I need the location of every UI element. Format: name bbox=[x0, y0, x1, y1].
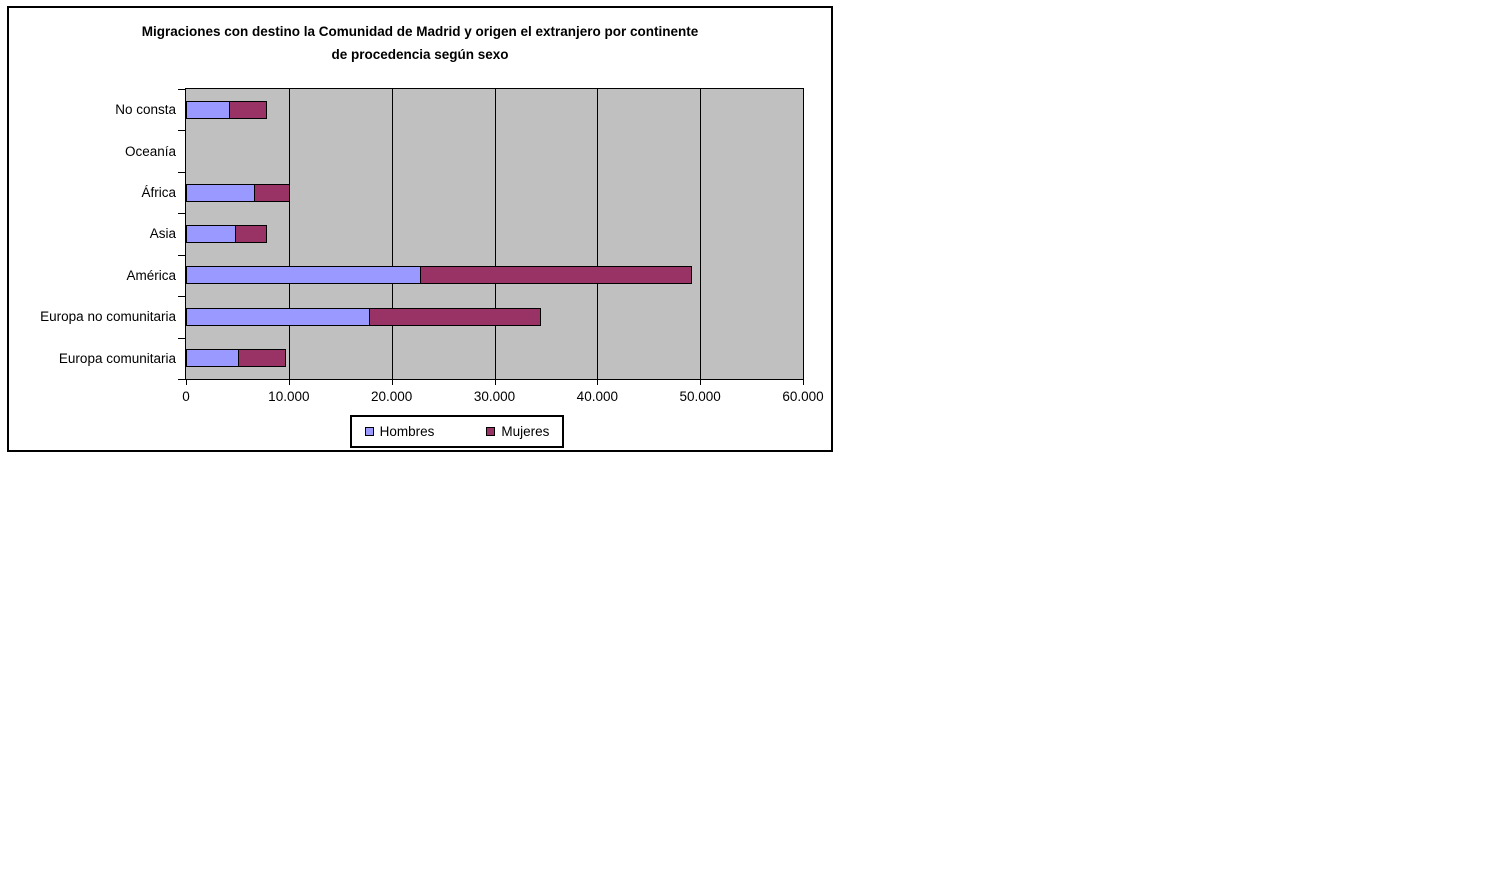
bar-segment-mujeres bbox=[238, 349, 286, 368]
plot-area bbox=[185, 88, 804, 380]
category-label: Asia bbox=[149, 226, 176, 242]
bar-segment-mujeres bbox=[229, 100, 268, 119]
x-axis-tick bbox=[700, 380, 702, 385]
bar-segment-hombres bbox=[186, 183, 255, 202]
gridline bbox=[391, 89, 393, 379]
category-labels: No consta Oceanía África Asia América Europa … bbox=[9, 88, 176, 380]
x-axis-label: 30.000 bbox=[473, 389, 516, 404]
bar-row bbox=[186, 225, 268, 243]
plot-inner bbox=[186, 89, 803, 379]
category-label: Europa no comunitaria bbox=[40, 309, 176, 325]
x-axis-tick bbox=[597, 380, 599, 385]
x-axis-tick bbox=[803, 380, 804, 385]
x-axis-label: 50.000 bbox=[679, 389, 721, 404]
legend-marker-hombres bbox=[364, 427, 374, 436]
bar-row bbox=[186, 266, 692, 285]
chart-title-line-1: Migraciones con destino la Comunidad de … bbox=[141, 24, 699, 39]
legend-label: Mujeres bbox=[501, 424, 550, 439]
y-axis-tick bbox=[178, 171, 185, 173]
y-axis-tick bbox=[178, 130, 185, 132]
x-axis-label: 20.000 bbox=[371, 389, 413, 404]
category-label: Europa comunitaria bbox=[58, 350, 176, 366]
x-axis-tick bbox=[494, 380, 496, 385]
x-axis: 0 10.000 20.000 30.000 40.000 50.000 60.000 bbox=[182, 380, 824, 412]
bar-segment-hombres bbox=[186, 307, 371, 326]
legend-item-hombres: Hombres bbox=[364, 424, 435, 439]
bar-row bbox=[186, 183, 290, 202]
x-axis-tick bbox=[186, 380, 187, 385]
legend-marker-mujeres bbox=[486, 427, 496, 436]
gridline bbox=[597, 89, 599, 379]
y-axis-tick bbox=[178, 213, 185, 215]
chart-frame: Migraciones con destino la Comunidad de … bbox=[7, 6, 833, 452]
category-label: África bbox=[141, 185, 176, 201]
bar-segment-mujeres bbox=[235, 225, 268, 243]
bar-row bbox=[186, 349, 286, 368]
y-axis-tick bbox=[178, 254, 185, 256]
gridline bbox=[288, 89, 290, 379]
chart-title-line-2: de procedencia según sexo bbox=[331, 47, 509, 62]
y-axis-tick bbox=[178, 296, 185, 298]
x-axis-tick bbox=[288, 380, 290, 385]
bar-row bbox=[186, 100, 268, 119]
y-axis-ticks bbox=[178, 88, 185, 380]
legend: Hombres Mujeres bbox=[350, 415, 564, 448]
legend-label: Hombres bbox=[379, 424, 435, 439]
x-axis-label: 10.000 bbox=[268, 389, 310, 404]
category-label: No consta bbox=[115, 102, 176, 118]
legend-item-mujeres: Mujeres bbox=[486, 424, 549, 439]
category-label: Oceanía bbox=[124, 143, 176, 159]
category-label: América bbox=[126, 267, 176, 283]
x-axis-label: 40.000 bbox=[576, 389, 618, 404]
bar-row bbox=[186, 307, 541, 326]
gridline bbox=[700, 89, 702, 379]
y-axis-tick bbox=[178, 379, 185, 380]
bar-segment-mujeres bbox=[253, 183, 290, 202]
bar-segment-hombres bbox=[186, 100, 231, 119]
gridline bbox=[494, 89, 496, 379]
x-axis-tick bbox=[391, 380, 393, 385]
y-axis-tick bbox=[178, 89, 185, 90]
bar-segment-mujeres bbox=[369, 307, 541, 326]
bar-segment-mujeres bbox=[420, 266, 692, 285]
x-axis-label: 0 bbox=[182, 389, 190, 404]
chart-title: Migraciones con destino la Comunidad de … bbox=[9, 20, 831, 66]
bar-segment-hombres bbox=[186, 225, 237, 243]
y-axis-tick bbox=[178, 337, 185, 339]
bar-segment-hombres bbox=[186, 266, 422, 285]
bar-segment-hombres bbox=[186, 349, 240, 368]
x-axis-label: 60.000 bbox=[782, 389, 824, 404]
